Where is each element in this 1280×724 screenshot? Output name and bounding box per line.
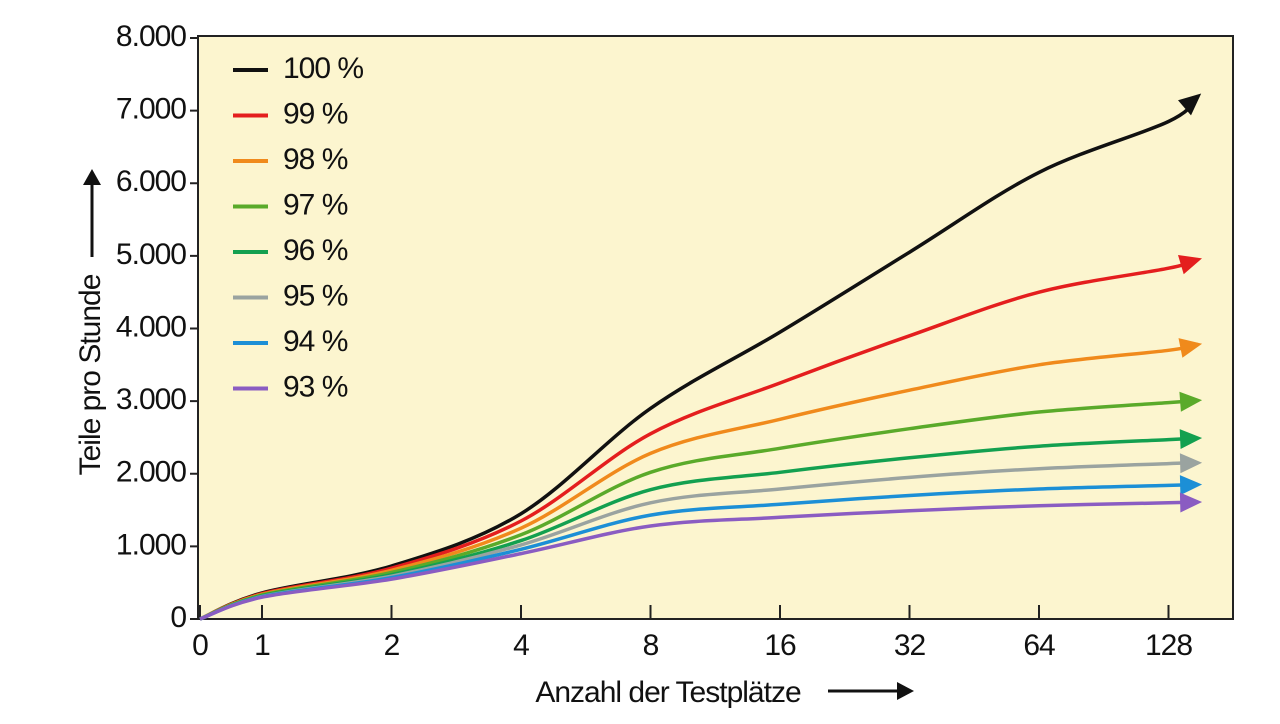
y-axis-arrow-head [83,169,101,185]
legend-label: 98 % [283,143,348,176]
legend-label: 94 % [283,325,348,358]
series-layer [199,93,1203,621]
x-tick-label: 1 [254,629,270,662]
y-tick-label: 2.000 [116,456,186,489]
y-axis-title-group: Teile pro Stunde [74,169,107,475]
y-tick-label: 0 [170,601,186,634]
x-tick-label: 128 [1145,629,1192,662]
y-tick-label: 5.000 [116,238,186,271]
y-tick-label: 6.000 [116,165,186,198]
x-tick-label: 16 [764,629,796,662]
legend-label: 93 % [283,370,348,403]
series-line [199,500,1199,621]
x-axis-arrow-head [897,682,914,700]
x-tick-label: 2 [384,629,400,662]
legend: 100 % 99 % 98 % 97 % 96 % 95 % 94 % 93 % [233,52,364,403]
y-tick-label: 8.000 [116,20,186,53]
series-arrow-head [1179,453,1203,474]
legend-label: 100 % [283,52,363,85]
series-arrow-head [1179,492,1203,513]
series-arrow-head [1179,391,1203,412]
legend-label: 95 % [283,279,348,312]
y-axis-title: Teile pro Stunde [74,274,107,475]
y-tick-label: 1.000 [116,528,186,561]
x-tick-label: 8 [643,629,659,662]
plot-area [197,35,1234,620]
legend-label: 97 % [283,188,348,221]
x-axis: 0 1 2 4 8 16 32 64 128 [192,605,1193,662]
y-axis: 0 1.000 2.000 3.000 4.000 5.000 6.000 7.000 8.00… [116,20,198,634]
x-tick-label: 0 [192,629,208,662]
legend-label: 99 % [283,97,348,130]
legend-label: 96 % [283,234,348,267]
series-arrow-head [1179,429,1203,449]
series-arrow-head [1179,475,1203,496]
x-axis-title: Anzahl der Testplätze [535,676,801,709]
series-arrow-head [1178,93,1202,116]
series-arrow-head [1178,338,1203,358]
x-tick-label: 4 [513,629,529,662]
x-tick-label: 32 [894,629,926,662]
y-tick-label: 7.000 [116,93,186,126]
y-tick-label: 4.000 [116,310,186,343]
x-tick-label: 64 [1023,629,1055,662]
y-tick-label: 3.000 [116,383,186,416]
series-arrow-head [1178,255,1202,275]
